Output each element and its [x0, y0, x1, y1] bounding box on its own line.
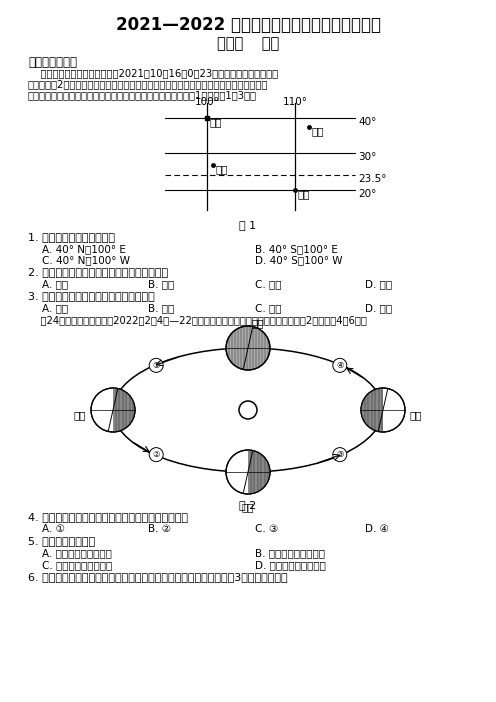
Text: D. 正値春季，昼长夜短: D. 正値春季，昼长夜短 [255, 560, 326, 570]
Circle shape [333, 358, 347, 372]
Text: 5. 冬奥会期间北京市: 5. 冬奥会期间北京市 [28, 536, 95, 546]
Text: C. ③: C. ③ [255, 524, 278, 534]
Text: 30°: 30° [358, 152, 376, 162]
Text: 1. 酒泉所在的经纬度位置是: 1. 酒泉所在的经纬度位置是 [28, 232, 115, 242]
Text: 神舟出发，再探苍穹。北京时2021年10月16日0时23分，搞载神舟十三号载人: 神舟出发，再探苍穹。北京时2021年10月16日0时23分，搞载神舟十三号载人 [28, 68, 278, 78]
Wedge shape [361, 388, 383, 432]
Text: 4. 冬奥会举办期间，地球在公转轨道中对应的位置是: 4. 冬奥会举办期间，地球在公转轨道中对应的位置是 [28, 512, 188, 522]
Text: 文昌: 文昌 [298, 189, 310, 199]
Text: 图 2: 图 2 [240, 500, 256, 510]
Text: A. 东北: A. 东北 [42, 279, 68, 289]
Circle shape [239, 401, 257, 419]
Text: ①: ① [152, 361, 160, 370]
Text: B. 酒泉: B. 酒泉 [148, 303, 174, 313]
Text: 23.5°: 23.5° [358, 174, 386, 184]
Text: D. ④: D. ④ [365, 524, 389, 534]
Text: 酒泉: 酒泉 [210, 117, 223, 127]
Text: D. 40° S，100° W: D. 40° S，100° W [255, 255, 343, 265]
Text: D. 西南: D. 西南 [365, 279, 392, 289]
Text: 2. 太原卫星发射中心位于酒泉卫星发射中心的: 2. 太原卫星发射中心位于酒泉卫星发射中心的 [28, 267, 168, 277]
Text: 春分: 春分 [252, 318, 264, 328]
Text: A. ①: A. ① [42, 524, 65, 534]
Text: 冬至: 冬至 [410, 410, 423, 420]
Text: 40°: 40° [358, 117, 376, 127]
Text: 七年级    地理: 七年级 地理 [217, 36, 279, 51]
Circle shape [149, 448, 163, 462]
Text: 太原: 太原 [312, 126, 324, 136]
Text: 110°: 110° [283, 97, 308, 107]
Text: 6. 为方便外国运动员在我国的起居生活，特意在运动员的宿舍安装图3中四个城市的钟: 6. 为方便外国运动员在我国的起居生活，特意在运动员的宿舍安装图3中四个城市的钟 [28, 572, 288, 582]
Text: ②: ② [152, 450, 160, 459]
Text: 100°: 100° [194, 97, 219, 107]
Text: A. 正値冬季，昼长夜短: A. 正値冬季，昼长夜短 [42, 548, 112, 558]
Circle shape [333, 448, 347, 462]
Text: B. ②: B. ② [148, 524, 171, 534]
Text: 一、单项选择题: 一、单项选择题 [28, 56, 77, 69]
Text: 图 1: 图 1 [240, 220, 256, 230]
Text: C. 40° N，100° W: C. 40° N，100° W [42, 255, 130, 265]
Text: 西昌: 西昌 [216, 164, 229, 174]
Text: A. 40° N，100° E: A. 40° N，100° E [42, 244, 126, 254]
Text: C. 文昌: C. 文昌 [255, 303, 282, 313]
Text: 秋分: 秋分 [242, 502, 254, 512]
Text: B. 正値春季，昼短夜长: B. 正値春季，昼短夜长 [255, 548, 325, 558]
Circle shape [226, 450, 270, 494]
Circle shape [361, 388, 405, 432]
Text: C. 正値冬季，昼短夜长: C. 正値冬季，昼短夜长 [42, 560, 112, 570]
Text: 飞船的长征2号运载火箭，在酒泉卫星发射中心按照预定时间成功发射，中国向宇宙中的星: 飞船的长征2号运载火箭，在酒泉卫星发射中心按照预定时间成功发射，中国向宇宙中的星 [28, 79, 268, 89]
Text: ④: ④ [336, 361, 344, 370]
Text: A. 太原: A. 太原 [42, 303, 68, 313]
Wedge shape [248, 450, 270, 494]
Text: 20°: 20° [358, 189, 376, 199]
Text: C. 东南: C. 东南 [255, 279, 282, 289]
Text: 3. 在四大卫星发射中心中，地处热带的是: 3. 在四大卫星发射中心中，地处热带的是 [28, 291, 155, 301]
Circle shape [149, 358, 163, 372]
Text: 辰大海又迈出了一步。读中国四大卫星发射中心分布示意图（图1），完戄1～3题。: 辰大海又迈出了一步。读中国四大卫星发射中心分布示意图（图1），完戄1～3题。 [28, 90, 257, 100]
Circle shape [226, 326, 270, 370]
Text: ③: ③ [336, 450, 344, 459]
Wedge shape [113, 388, 135, 432]
Text: B. 西北: B. 西北 [148, 279, 174, 289]
Text: 夏至: 夏至 [73, 410, 86, 420]
Text: 2021—2022 学年上学期线上学业水平评价材料: 2021—2022 学年上学期线上学业水平评价材料 [116, 16, 380, 34]
Circle shape [91, 388, 135, 432]
Text: B. 40° S，100° E: B. 40° S，100° E [255, 244, 338, 254]
Text: 第24届冬奥会将于北京时2022年2月4日—22日在成国北京举行。读地球公转示意图（图2），完戄4～6题。: 第24届冬奥会将于北京时2022年2月4日—22日在成国北京举行。读地球公转示意… [28, 315, 367, 325]
Text: D. 西昌: D. 西昌 [365, 303, 392, 313]
